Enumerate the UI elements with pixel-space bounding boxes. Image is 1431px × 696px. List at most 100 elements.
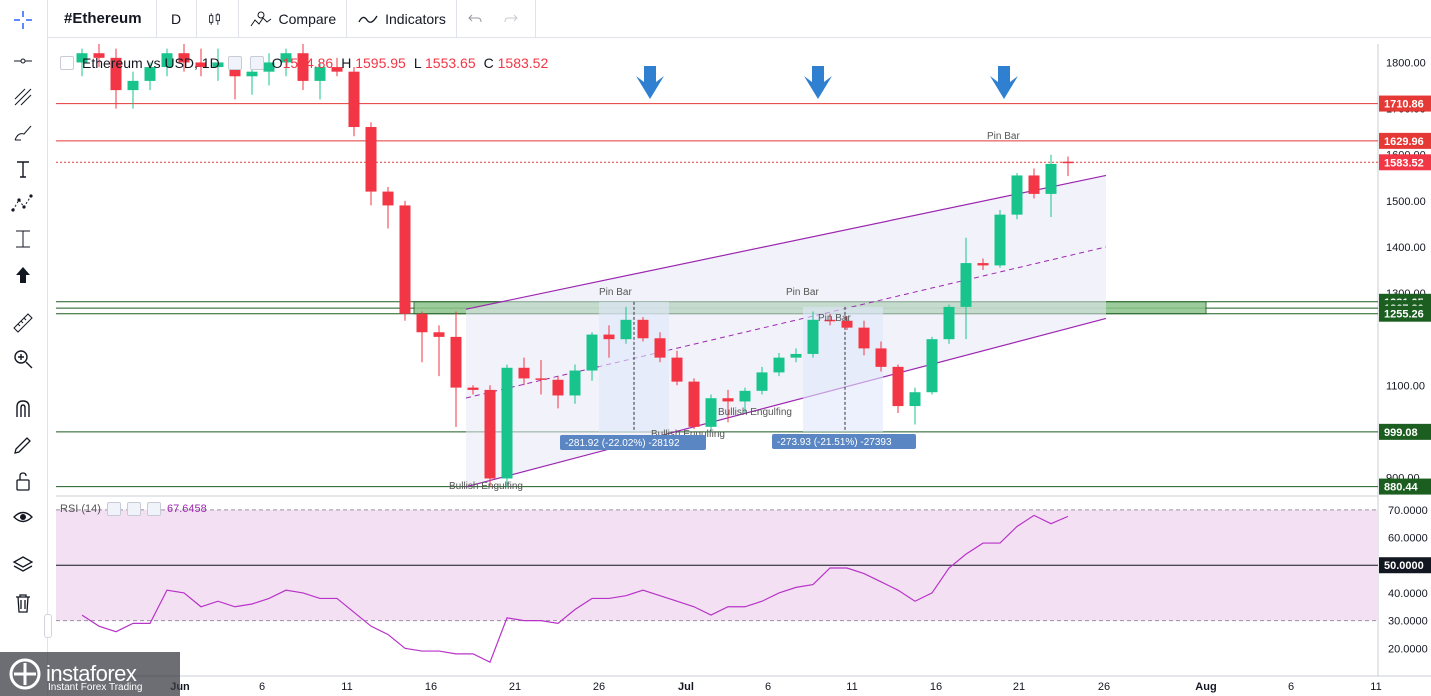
pattern-tool[interactable]: [8, 188, 38, 218]
object-tree-tool[interactable]: [8, 550, 38, 580]
trend-line-tool[interactable]: [8, 82, 38, 112]
pitchfork-icon: [14, 88, 32, 106]
zoom-tool[interactable]: [8, 344, 38, 374]
magnet-icon: [16, 400, 30, 417]
legend-title: Ethereum vs USD, 1D: [82, 55, 220, 71]
price-badge-text: 1583.52: [1384, 157, 1424, 169]
low-label: L: [413, 55, 422, 71]
legend-settings-button[interactable]: [227, 56, 242, 70]
rsi-settings-button[interactable]: [106, 502, 121, 516]
undo-button[interactable]: [457, 0, 493, 38]
close-label: C: [483, 55, 494, 71]
price-badge: [1379, 423, 1431, 440]
visibility-tool[interactable]: [8, 502, 38, 532]
candle-body: [161, 53, 173, 68]
candle-body: [110, 57, 122, 91]
remove-drawings-tool[interactable]: [8, 588, 38, 618]
symbol-selector[interactable]: #Ethereum: [0, 0, 157, 38]
indicators-icon: [358, 15, 378, 23]
drawings: [56, 103, 1378, 488]
down-arrow-icon: [636, 66, 664, 99]
candle-body: [484, 389, 496, 479]
stay-drawing-tool[interactable]: [8, 430, 38, 460]
candle-body: [127, 80, 139, 91]
text-tool[interactable]: [8, 154, 38, 184]
redo-button[interactable]: [493, 0, 536, 38]
pin-bar-label: Pin Bar: [818, 313, 851, 324]
candle-body: [739, 390, 751, 402]
candle-body: [790, 353, 802, 358]
compare-label: Compare: [278, 10, 337, 27]
rsi-value: 67.6458: [166, 503, 207, 515]
candle-body: [722, 398, 734, 402]
open-value: 1584.86: [282, 55, 334, 71]
arrow-tool[interactable]: [8, 260, 38, 290]
price-badge: [1379, 95, 1431, 112]
time-tick-label: 6: [259, 681, 265, 693]
rsi-remove-button[interactable]: [146, 502, 161, 516]
close-value: 1583.52: [497, 55, 549, 71]
price-badge: [1379, 305, 1431, 322]
pin-bar-label: Pin Bar: [786, 287, 819, 298]
candle-body: [382, 191, 394, 206]
crosshair-tool[interactable]: [8, 5, 38, 35]
chart-type-button[interactable]: [197, 0, 239, 38]
candle-body: [314, 67, 326, 81]
pencil-lock-icon: [14, 437, 31, 454]
chart-canvas[interactable]: Pin Bar Pin Bar Pin Bar Pin Bar Bullish Engu…: [56, 44, 1431, 696]
candle-body: [263, 62, 275, 72]
ruler-tool[interactable]: [8, 308, 38, 338]
magnet-tool[interactable]: [8, 394, 38, 424]
rsi-tick-label: 70.0000: [1388, 505, 1428, 517]
candle-body: [943, 306, 955, 340]
pin-bar-label: Pin Bar: [987, 131, 1020, 142]
candle-body: [518, 367, 530, 379]
price-badge-text: 880.44: [1384, 482, 1419, 494]
candle-body: [399, 205, 411, 314]
candle-body: [1045, 163, 1057, 194]
range-icon: [16, 230, 30, 248]
interval-selector[interactable]: D: [157, 0, 197, 38]
legend-hide-button[interactable]: [249, 56, 264, 70]
time-tick-label: 11: [341, 681, 352, 693]
annotations: Pin Bar Pin Bar Pin Bar Pin Bar Bullish Engu…: [449, 66, 1020, 492]
price-badge-text: 999.08: [1384, 427, 1418, 439]
candle-body: [892, 366, 904, 407]
time-tick-label: 11: [846, 681, 857, 693]
time-tick-label: Jul: [678, 681, 694, 693]
logo-tagline: Instant Forex Trading: [48, 682, 143, 693]
price-tick-label: 1400.00: [1386, 242, 1426, 254]
indicators-button[interactable]: Indicators: [347, 0, 457, 38]
candle-body: [501, 367, 513, 479]
time-tick-label: 11: [1370, 681, 1381, 693]
rsi-tick-label: 20.0000: [1388, 643, 1428, 655]
high-label: H: [341, 55, 352, 71]
candle-body: [841, 320, 853, 328]
rsi-mid-badge-text: 50.0000: [1384, 560, 1424, 572]
collapse-sidebar-handle[interactable]: [44, 614, 52, 638]
brush-tool[interactable]: [8, 118, 38, 148]
time-tick-label: 6: [765, 681, 771, 693]
trash-icon: [16, 594, 30, 613]
low-value: 1553.65: [425, 55, 476, 71]
candle-body: [433, 332, 445, 337]
lock-tool[interactable]: [8, 466, 38, 496]
eye-icon: [13, 511, 33, 523]
candle-body: [603, 334, 615, 340]
rsi-visibility-button[interactable]: [126, 502, 141, 516]
top-toolbar: #Ethereum D Compare Indicators: [0, 0, 1431, 38]
compare-button[interactable]: Compare: [239, 0, 348, 38]
candle-body: [620, 319, 632, 340]
candle-body: [637, 319, 649, 339]
channel-lower: [465, 317, 1107, 488]
candle-body: [195, 62, 207, 68]
drawing-toolbar: [0, 0, 52, 696]
price-badge: [1379, 478, 1431, 495]
collapse-legend-button[interactable]: [60, 56, 74, 70]
open-label: O: [271, 55, 283, 71]
candle-body: [1062, 161, 1074, 164]
candle-body: [1028, 175, 1040, 194]
horizontal-line-tool[interactable]: [8, 46, 38, 76]
time-tick-label: 26: [1098, 681, 1110, 693]
measure-tool[interactable]: [8, 224, 38, 254]
